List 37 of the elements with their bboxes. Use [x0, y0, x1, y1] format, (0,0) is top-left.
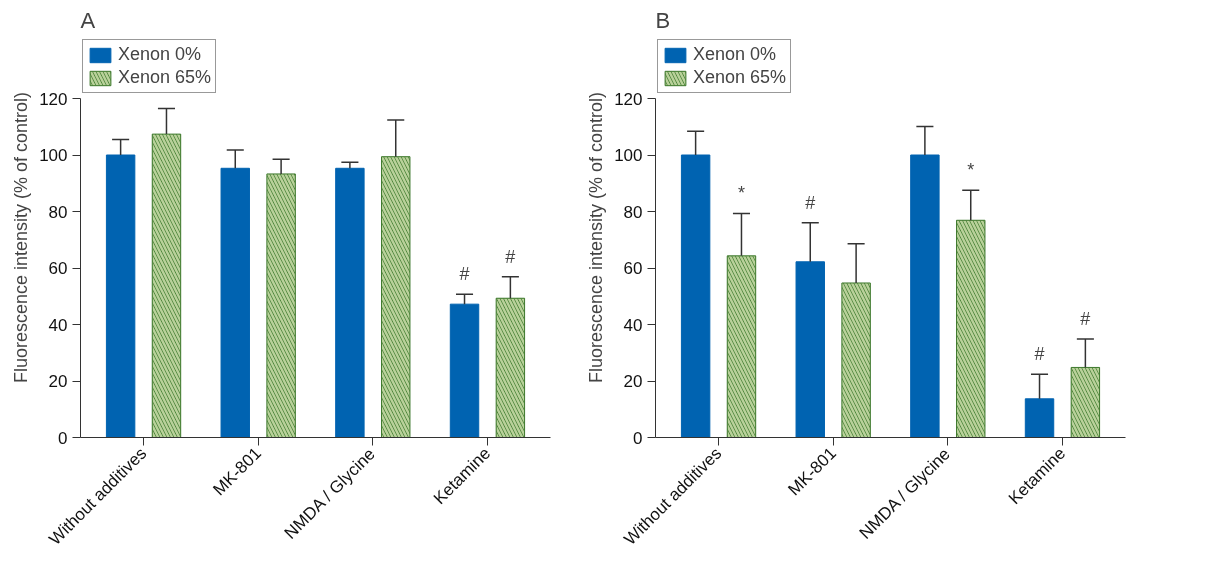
legend-label: Xenon 65%	[693, 67, 787, 88]
y-tick-label: 100	[614, 146, 643, 166]
y-tick-label: 40	[48, 315, 68, 335]
y-tick-label: 80	[48, 202, 68, 222]
y-tick-label: 20	[48, 372, 68, 391]
y-tick-label: 40	[623, 315, 643, 335]
data-label: #	[805, 192, 816, 213]
chart-title: B	[655, 7, 671, 33]
bar	[910, 154, 940, 438]
y-tick-label: 100	[39, 146, 68, 166]
bar	[680, 154, 711, 438]
data-label: #	[1034, 344, 1045, 365]
bar	[449, 303, 480, 438]
chart-title: A	[80, 7, 96, 33]
bar	[105, 154, 136, 438]
y-tick-label: 20	[623, 372, 643, 391]
data-label: *	[967, 160, 975, 181]
y-tick-label: 60	[623, 259, 643, 279]
y-tick-label: 60	[48, 259, 68, 279]
y-tick-label: 80	[623, 202, 643, 222]
bar	[795, 261, 825, 438]
data-label: #	[505, 246, 516, 267]
legend-label: Xenon 0%	[693, 44, 777, 65]
legend-label: Xenon 65%	[118, 67, 212, 88]
y-tick-label: 120	[614, 89, 643, 109]
bar	[335, 167, 365, 438]
data-label: *	[737, 183, 745, 204]
y-tick-label: 0	[58, 428, 68, 448]
bar	[220, 167, 250, 438]
data-label: #	[1080, 308, 1091, 329]
data-label: #	[459, 264, 470, 285]
y-tick-label: 0	[633, 428, 643, 448]
y-tick-label: 120	[39, 89, 68, 109]
y-axis-title: Fluorescence intensity (% of control)	[586, 91, 607, 384]
y-axis-title: Fluorescence intensity (% of control)	[11, 91, 32, 384]
legend-label: Xenon 0%	[118, 44, 202, 65]
bar	[1024, 398, 1055, 438]
